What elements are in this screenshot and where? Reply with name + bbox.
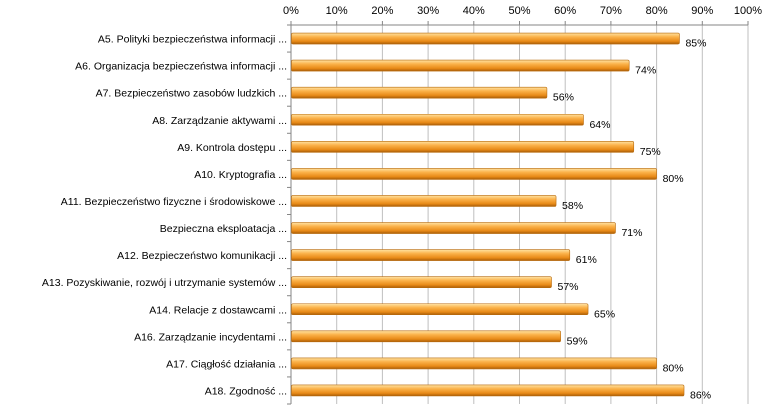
category-label: A17. Ciągłość działania ... (166, 358, 287, 370)
value-label: 58% (562, 200, 583, 212)
x-tick-label: 50% (508, 5, 530, 17)
value-label: 74% (635, 65, 656, 77)
category-label: A18. Zgodność ... (205, 385, 287, 397)
value-label: 71% (621, 227, 642, 239)
category-label: A8. Zarządzanie aktywami ... (152, 115, 287, 127)
bar (291, 141, 635, 153)
bar (291, 222, 616, 234)
category-label: A12. Bezpieczeństwo komunikacji ... (117, 250, 287, 262)
x-tick-label: 80% (646, 5, 668, 17)
bar (291, 303, 589, 316)
x-tick-label: 40% (463, 5, 485, 17)
bar (291, 249, 571, 261)
value-label: 59% (567, 335, 588, 347)
bar (291, 59, 630, 72)
value-label: 80% (663, 173, 684, 185)
category-label: A14. Relacje z dostawcami ... (149, 304, 287, 316)
x-tick-label: 30% (417, 5, 439, 17)
bar (291, 195, 557, 207)
value-label: 80% (663, 362, 684, 374)
value-label: 57% (557, 281, 578, 293)
category-label: A6. Organizacja bezpieczeństwa informacj… (75, 61, 287, 73)
value-label: 86% (690, 389, 711, 401)
value-labels: 85% 74% 56% 64% 75% 80% 58% 71% 61% 57% 65% 59% 80% 8… (553, 38, 711, 402)
category-label: A16. Zarządzanie incydentami ... (134, 331, 287, 343)
category-labels: A5. Polityki bezpieczeństwa informacji .… (42, 34, 287, 398)
x-tick-label: 60% (554, 5, 576, 17)
value-label: 85% (685, 38, 706, 50)
bar (291, 384, 685, 397)
bar (291, 330, 561, 343)
category-label: A11. Bezpieczeństwo fizyczne i środowisk… (61, 196, 287, 208)
value-label: 75% (640, 146, 661, 158)
value-label: 61% (576, 254, 597, 266)
value-label: 64% (589, 119, 610, 131)
x-tick-label: 0% (283, 5, 299, 17)
bar (291, 168, 657, 180)
bar (291, 113, 584, 126)
value-label: 65% (594, 308, 615, 320)
x-tick-label: 10% (326, 5, 348, 17)
x-tick-labels: 0% 10% 20% 30% 40% 50% 60% 70% 80% 90% 100% (283, 5, 762, 17)
bar (291, 32, 680, 45)
category-label: Bezpieczna eksploatacja ... (160, 223, 287, 235)
value-label: 56% (553, 92, 574, 104)
category-label: A9. Kontrola dostępu ... (177, 142, 287, 154)
category-label: A7. Bezpieczeństwo zasobów ludzkich ... (96, 88, 287, 100)
category-label: A10. Kryptografia ... (194, 169, 287, 181)
bar (291, 357, 657, 370)
axes (287, 21, 749, 405)
bar (291, 86, 548, 99)
category-label: A13. Pozyskiwanie, rozwój i utrzymanie s… (42, 277, 287, 289)
x-tick-label: 90% (691, 5, 713, 17)
bar (291, 276, 552, 288)
x-tick-label: 100% (734, 5, 762, 17)
x-tick-label: 20% (371, 5, 393, 17)
x-tick-label: 70% (600, 5, 622, 17)
gridlines (336, 25, 749, 404)
category-label: A5. Polityki bezpieczeństwa informacji .… (98, 34, 287, 46)
bars (291, 32, 685, 397)
